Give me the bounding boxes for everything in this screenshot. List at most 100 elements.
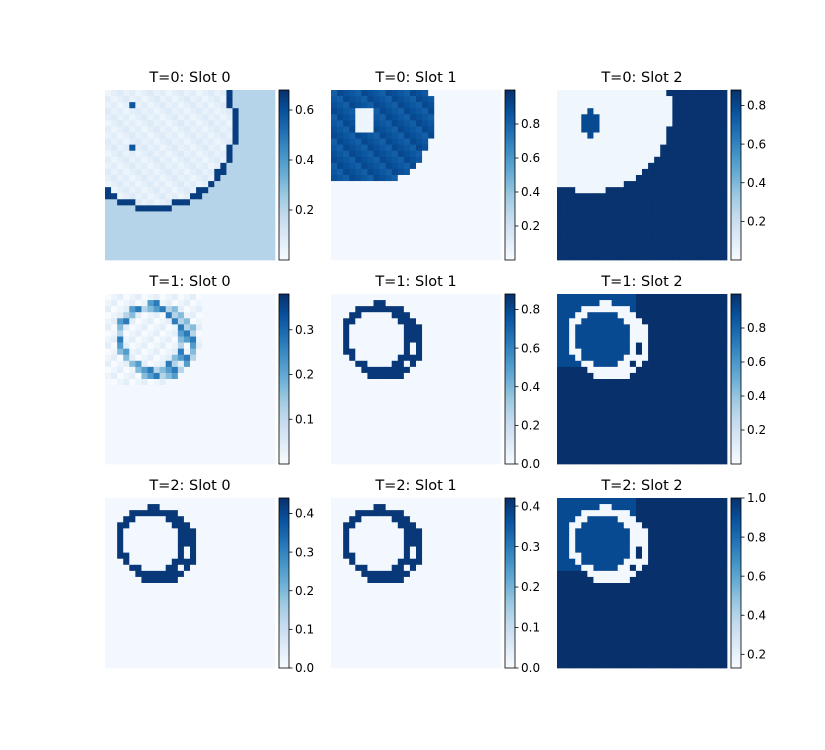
heatmap-cell xyxy=(434,193,441,200)
heatmap-cell xyxy=(648,348,655,356)
heatmap-cell xyxy=(666,379,673,386)
heatmap-cell xyxy=(452,306,459,313)
heatmap-cell xyxy=(587,306,594,313)
heatmap-cell xyxy=(702,312,710,319)
heatmap-cell xyxy=(141,253,148,261)
heatmap-cell xyxy=(684,211,691,218)
heatmap-cell xyxy=(660,439,667,447)
heatmap-cell xyxy=(244,193,252,200)
heatmap-cell xyxy=(696,360,704,368)
heatmap-cell xyxy=(563,217,570,224)
heatmap-cell xyxy=(642,385,649,392)
heatmap-cell xyxy=(611,114,619,121)
heatmap-cell xyxy=(373,156,380,164)
heatmap-cell xyxy=(623,457,631,465)
heatmap-cell xyxy=(629,126,637,133)
heatmap-cell xyxy=(470,247,478,255)
heatmap-cell xyxy=(379,403,386,410)
heatmap-cell xyxy=(391,102,399,109)
heatmap-cell xyxy=(123,168,130,176)
heatmap-cell xyxy=(268,90,276,97)
heatmap-cell xyxy=(226,114,233,121)
heatmap-cell xyxy=(183,181,191,188)
heatmap-cell xyxy=(494,168,502,176)
heatmap-cell xyxy=(159,162,167,170)
heatmap-cell xyxy=(238,199,245,206)
heatmap-cell xyxy=(690,144,697,152)
heatmap-cell xyxy=(183,318,191,325)
heatmap-cell xyxy=(611,96,619,103)
heatmap-cell xyxy=(446,217,453,224)
heatmap-cell xyxy=(397,187,405,194)
heatmap-cell xyxy=(488,247,496,255)
heatmap-cell xyxy=(331,205,338,212)
heatmap-cell xyxy=(208,354,215,362)
heatmap-cell xyxy=(642,330,649,337)
heatmap-cell xyxy=(557,229,564,237)
heatmap-cell xyxy=(409,457,417,465)
heatmap-cell xyxy=(446,90,453,97)
heatmap-cell xyxy=(238,294,245,301)
heatmap-cell xyxy=(654,90,661,97)
heatmap-cell xyxy=(617,366,625,374)
heatmap-cell xyxy=(141,498,148,505)
heatmap-cell xyxy=(337,102,344,109)
heatmap-cell xyxy=(702,324,710,331)
heatmap-cell xyxy=(153,522,160,529)
heatmap-cell xyxy=(379,379,386,386)
heatmap-cell xyxy=(105,247,112,255)
heatmap-cell xyxy=(117,324,124,331)
heatmap-cell xyxy=(409,114,417,121)
subplot-6: T=2: Slot 00.00.10.20.30.4 xyxy=(105,478,314,675)
heatmap-cell xyxy=(220,132,227,139)
heatmap-cell xyxy=(244,132,252,139)
heatmap-cell xyxy=(464,114,471,121)
heatmap-cell xyxy=(482,372,490,380)
heatmap-cell xyxy=(557,415,564,422)
heatmap-cell xyxy=(220,205,227,212)
heatmap-cell xyxy=(343,211,350,218)
heatmap-cell xyxy=(256,397,264,404)
heatmap-cell xyxy=(696,175,704,182)
heatmap-cell xyxy=(117,318,124,325)
heatmap-cell xyxy=(440,193,447,200)
heatmap-cell xyxy=(343,150,350,158)
heatmap-cell xyxy=(379,229,386,237)
heatmap-cell xyxy=(183,385,191,392)
heatmap-cell xyxy=(214,391,221,398)
heatmap-cell xyxy=(403,294,411,301)
heatmap-cell xyxy=(256,306,264,313)
heatmap-cell xyxy=(672,300,679,307)
heatmap-cell xyxy=(256,175,264,182)
heatmap-cell xyxy=(349,253,356,261)
heatmap-cell xyxy=(708,403,716,410)
heatmap-cell xyxy=(696,391,704,398)
heatmap-cell xyxy=(684,433,691,441)
heatmap-cell xyxy=(250,504,258,511)
heatmap-cell xyxy=(648,330,655,337)
heatmap-cell xyxy=(331,366,338,374)
heatmap-cell xyxy=(244,199,252,206)
heatmap-cell xyxy=(244,522,252,529)
heatmap-cell xyxy=(623,306,631,313)
heatmap-cell xyxy=(135,342,142,349)
heatmap-cell xyxy=(476,235,484,243)
heatmap-cell xyxy=(171,300,179,307)
heatmap-cell xyxy=(464,318,471,325)
heatmap-cell xyxy=(397,193,405,200)
heatmap-cell xyxy=(593,427,600,434)
heatmap-cell xyxy=(557,102,564,109)
heatmap-cell xyxy=(409,156,417,164)
heatmap-cell xyxy=(337,379,344,386)
heatmap-cell xyxy=(373,120,380,127)
heatmap-cell xyxy=(452,379,459,386)
heatmap-cell xyxy=(117,421,124,428)
heatmap-cell xyxy=(250,342,258,349)
heatmap-cell xyxy=(575,385,582,392)
heatmap-cell xyxy=(409,175,417,182)
heatmap-cell xyxy=(482,114,490,121)
heatmap-cell xyxy=(214,241,221,249)
heatmap-cell xyxy=(337,451,344,459)
heatmap-cell xyxy=(672,385,679,392)
heatmap-cell xyxy=(581,193,588,200)
